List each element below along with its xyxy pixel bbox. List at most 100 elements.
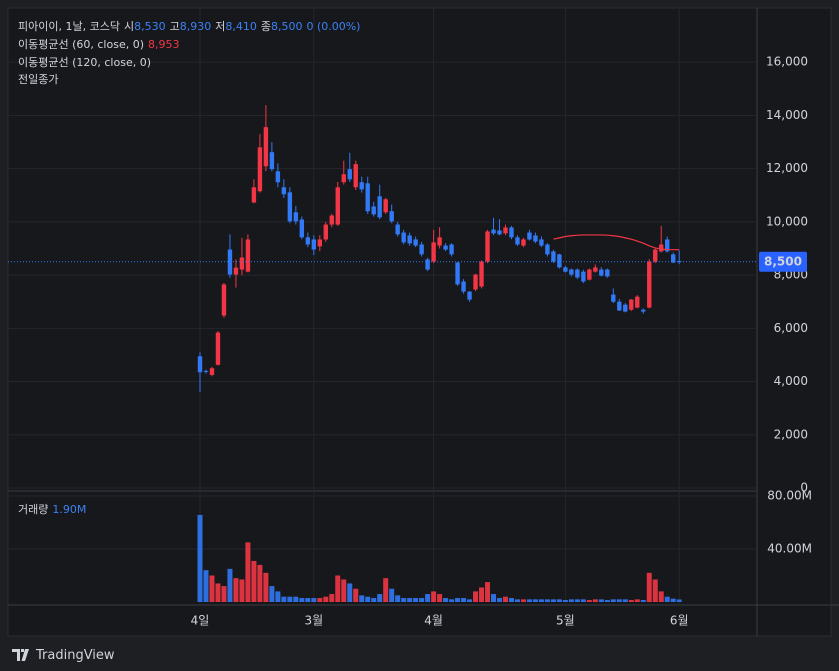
candle-body: [671, 254, 676, 263]
candle-body: [239, 257, 245, 270]
volume-value: 1.90M: [52, 503, 87, 516]
volume-bar: [491, 594, 497, 602]
candle-body: [461, 281, 466, 292]
volume-bar: [628, 600, 634, 602]
indicator-name: 이동평균선 (60, close, 0): [18, 38, 144, 51]
indicator-name: 전일종가: [18, 73, 59, 86]
volume-bar: [658, 591, 664, 602]
candle-body: [413, 239, 418, 246]
x-tick-label: 3월: [304, 614, 323, 628]
candle-body: [299, 219, 305, 238]
volume-bar: [281, 596, 287, 602]
volume-bar: [395, 595, 401, 602]
volume-bar: [526, 599, 532, 602]
candle-body: [509, 227, 514, 238]
volume-bar: [305, 598, 311, 602]
candle-body: [665, 239, 670, 252]
volume-bar: [562, 600, 568, 602]
volume-bar: [497, 598, 502, 602]
candle-body: [215, 332, 221, 365]
candle-body: [281, 187, 287, 195]
candle-body: [197, 356, 203, 373]
volume-bar: [449, 599, 455, 602]
volume-bar: [419, 598, 425, 602]
candle-body: [521, 239, 526, 246]
volume-bar: [592, 599, 598, 602]
volume-bar: [670, 598, 676, 602]
candle-body: [473, 274, 478, 290]
candle-body: [641, 309, 646, 312]
volume-bar: [365, 596, 371, 602]
candle-body: [491, 229, 496, 234]
ohlc-value: 8,930: [179, 20, 212, 33]
candle-body: [371, 206, 376, 215]
volume-bar: [425, 594, 431, 602]
volume-bar: [616, 599, 622, 602]
candle-body: [251, 187, 257, 203]
candle-body: [407, 235, 412, 244]
candle-body: [419, 244, 424, 255]
volume-bar: [580, 599, 586, 602]
volume-bar: [311, 598, 317, 602]
ohlc-value: 8,530: [134, 20, 166, 33]
volume-bar: [646, 572, 652, 602]
candle-body: [497, 230, 502, 235]
volume-bar: [598, 599, 604, 602]
volume-bar: [221, 586, 227, 602]
indicator-row: 이동평균선 (60, close, 0) 8,953: [18, 36, 184, 54]
volume-bar: [652, 579, 658, 602]
candle-body: [467, 291, 472, 300]
price-tag-label: 8,500: [764, 254, 802, 268]
candle-body: [539, 239, 544, 246]
volume-bar: [251, 560, 257, 602]
candle-body: [653, 249, 658, 262]
volume-bar: [532, 599, 538, 602]
candle-body: [425, 259, 430, 270]
candle-body: [227, 249, 233, 275]
candle-body: [269, 152, 275, 170]
y-tick-label: 2,000: [774, 427, 808, 441]
indicator-row: 전일종가: [18, 71, 184, 89]
candle-body: [515, 237, 520, 245]
volume-bar: [401, 598, 407, 602]
candle-body: [551, 251, 556, 262]
candle-body: [533, 235, 538, 242]
volume-bar: [610, 599, 616, 602]
candle-body: [287, 192, 293, 222]
indicator-name: 이동평균선 (120, close, 0): [18, 55, 151, 69]
volume-bar: [215, 583, 221, 602]
volume-bar: [604, 600, 610, 602]
indicator-value: 8,953: [148, 38, 180, 51]
candle-body: [575, 269, 580, 278]
volume-bar: [341, 579, 347, 602]
volume-bar: [622, 599, 628, 602]
volume-bar: [508, 598, 514, 602]
volume-bar: [317, 598, 323, 602]
volume-bar: [197, 514, 203, 602]
candle-body: [455, 262, 460, 285]
candle-body: [395, 224, 400, 235]
volume-name: 거래량: [18, 503, 49, 516]
volume-bar: [335, 575, 341, 602]
candle-body: [431, 242, 436, 262]
candle-body: [485, 231, 490, 262]
volume-bar: [371, 598, 377, 602]
ohlc-name: 시: [123, 20, 135, 33]
volume-bar: [353, 588, 359, 602]
candle-body: [593, 267, 598, 272]
volume-bar: [479, 587, 485, 602]
logo: [12, 649, 29, 661]
ohlc-value: 8,500: [270, 20, 303, 33]
volume-bar: [502, 596, 508, 602]
candle-body: [329, 215, 334, 225]
volume-tick-label: 40.00M: [767, 541, 812, 555]
y-tick-label: 12,000: [766, 161, 808, 175]
candle-body: [233, 267, 239, 275]
candle-body: [203, 370, 209, 372]
volume-bar: [239, 579, 245, 602]
brand: TradingView: [36, 647, 115, 663]
candle-body: [449, 244, 454, 255]
volume-bar: [461, 598, 467, 602]
volume-bar: [347, 583, 353, 602]
y-tick-label: 10,000: [766, 214, 808, 228]
